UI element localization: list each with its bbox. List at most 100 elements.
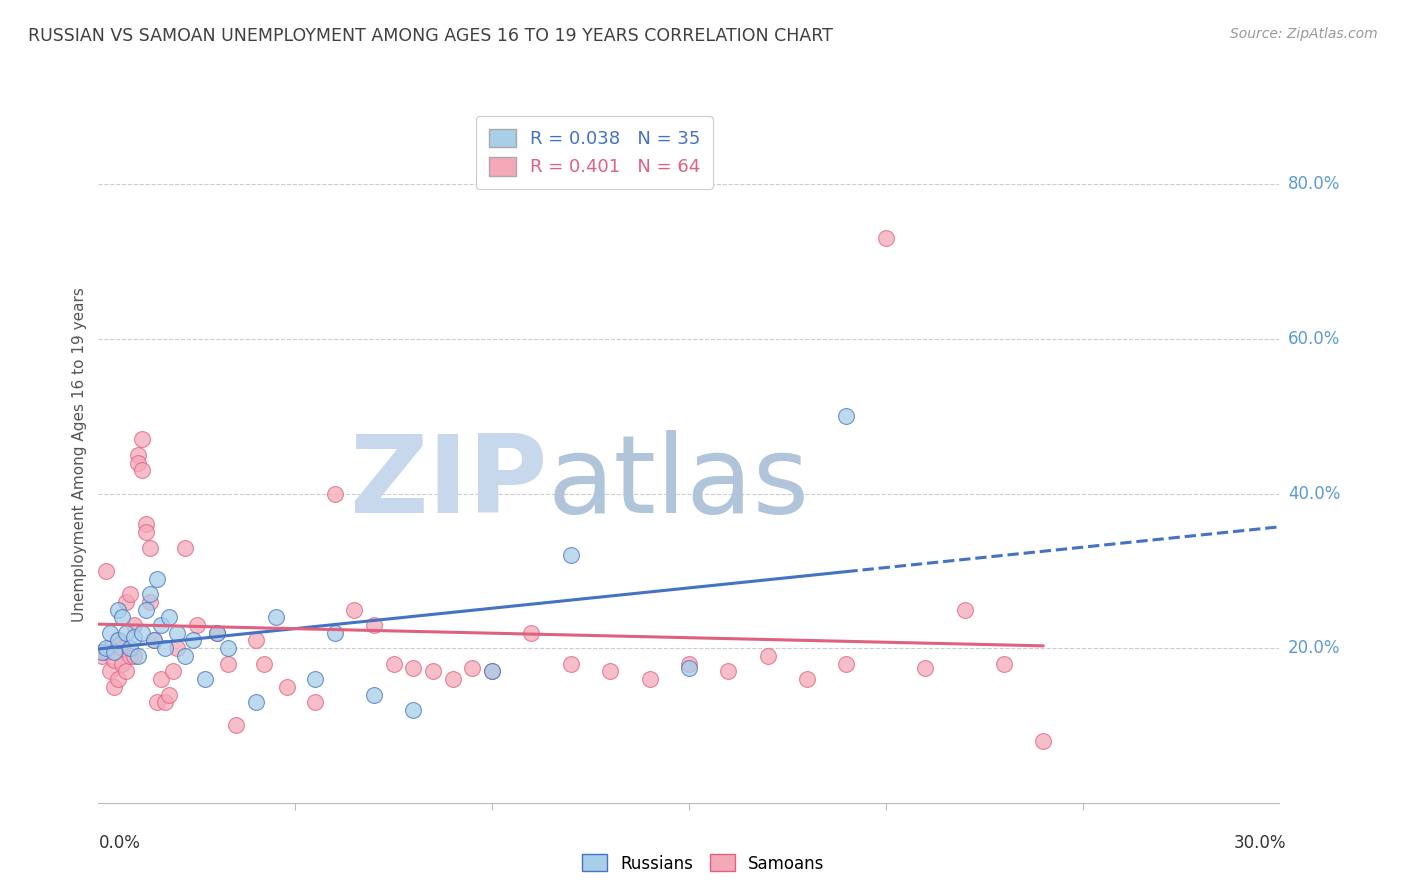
Point bbox=[96, 645, 118, 659]
Point bbox=[107, 633, 129, 648]
Point bbox=[118, 641, 141, 656]
Text: 30.0%: 30.0% bbox=[1234, 834, 1286, 852]
Point bbox=[560, 657, 582, 671]
Point bbox=[107, 672, 129, 686]
Point bbox=[115, 595, 138, 609]
Point bbox=[107, 602, 129, 616]
Point bbox=[155, 641, 177, 656]
Point bbox=[131, 625, 153, 640]
Point bbox=[166, 641, 188, 656]
Text: Source: ZipAtlas.com: Source: ZipAtlas.com bbox=[1230, 27, 1378, 41]
Point bbox=[131, 463, 153, 477]
Point bbox=[678, 657, 700, 671]
Point bbox=[875, 231, 897, 245]
Point bbox=[157, 610, 180, 624]
Text: 20.0%: 20.0% bbox=[1288, 640, 1340, 657]
Point bbox=[174, 541, 197, 555]
Point bbox=[217, 657, 239, 671]
Legend: Russians, Samoans: Russians, Samoans bbox=[575, 847, 831, 880]
Point bbox=[118, 648, 141, 663]
Point bbox=[127, 648, 149, 663]
Point bbox=[245, 695, 267, 709]
Text: 40.0%: 40.0% bbox=[1288, 484, 1340, 502]
Point bbox=[91, 648, 114, 663]
Legend: R = 0.038   N = 35, R = 0.401   N = 64: R = 0.038 N = 35, R = 0.401 N = 64 bbox=[475, 116, 713, 189]
Point bbox=[323, 486, 346, 500]
Point bbox=[304, 672, 326, 686]
Point bbox=[953, 602, 976, 616]
Point bbox=[122, 630, 145, 644]
Point bbox=[638, 672, 661, 686]
Point bbox=[323, 625, 346, 640]
Point bbox=[382, 657, 405, 671]
Point bbox=[304, 695, 326, 709]
Point bbox=[678, 660, 700, 674]
Point bbox=[796, 672, 818, 686]
Point bbox=[461, 660, 484, 674]
Point bbox=[115, 625, 138, 640]
Point bbox=[135, 602, 157, 616]
Point bbox=[174, 648, 197, 663]
Point bbox=[155, 695, 177, 709]
Point bbox=[717, 665, 740, 679]
Point bbox=[835, 657, 858, 671]
Point bbox=[142, 633, 165, 648]
Point bbox=[402, 703, 425, 717]
Point bbox=[122, 618, 145, 632]
Point bbox=[118, 587, 141, 601]
Point bbox=[993, 657, 1015, 671]
Point bbox=[111, 610, 134, 624]
Y-axis label: Unemployment Among Ages 16 to 19 years: Unemployment Among Ages 16 to 19 years bbox=[72, 287, 87, 623]
Point bbox=[146, 572, 169, 586]
Point bbox=[111, 641, 134, 656]
Point bbox=[91, 645, 114, 659]
Text: ZIP: ZIP bbox=[349, 430, 547, 536]
Point bbox=[135, 525, 157, 540]
Point bbox=[225, 718, 247, 732]
Point bbox=[135, 517, 157, 532]
Point bbox=[402, 660, 425, 674]
Point bbox=[181, 633, 204, 648]
Point bbox=[481, 665, 503, 679]
Point bbox=[103, 645, 125, 659]
Point bbox=[142, 633, 165, 648]
Point bbox=[150, 618, 173, 632]
Point bbox=[253, 657, 276, 671]
Point bbox=[441, 672, 464, 686]
Point bbox=[146, 695, 169, 709]
Point bbox=[422, 665, 444, 679]
Point bbox=[560, 549, 582, 563]
Point bbox=[363, 618, 385, 632]
Point bbox=[1032, 734, 1054, 748]
Text: 0.0%: 0.0% bbox=[98, 834, 141, 852]
Point bbox=[103, 653, 125, 667]
Point bbox=[96, 641, 118, 656]
Point bbox=[756, 648, 779, 663]
Point bbox=[162, 665, 184, 679]
Text: 60.0%: 60.0% bbox=[1288, 330, 1340, 348]
Point bbox=[115, 665, 138, 679]
Point bbox=[599, 665, 621, 679]
Text: 80.0%: 80.0% bbox=[1288, 176, 1340, 194]
Point bbox=[111, 657, 134, 671]
Point bbox=[103, 680, 125, 694]
Point bbox=[98, 625, 121, 640]
Point bbox=[127, 448, 149, 462]
Point bbox=[217, 641, 239, 656]
Point bbox=[186, 618, 208, 632]
Point bbox=[98, 641, 121, 656]
Point bbox=[150, 672, 173, 686]
Point bbox=[264, 610, 287, 624]
Point bbox=[205, 625, 228, 640]
Point bbox=[131, 433, 153, 447]
Point bbox=[96, 564, 118, 578]
Point bbox=[157, 688, 180, 702]
Point bbox=[166, 625, 188, 640]
Point bbox=[481, 665, 503, 679]
Point bbox=[914, 660, 936, 674]
Point bbox=[98, 665, 121, 679]
Point bbox=[343, 602, 366, 616]
Point bbox=[363, 688, 385, 702]
Point bbox=[138, 587, 160, 601]
Point bbox=[835, 409, 858, 424]
